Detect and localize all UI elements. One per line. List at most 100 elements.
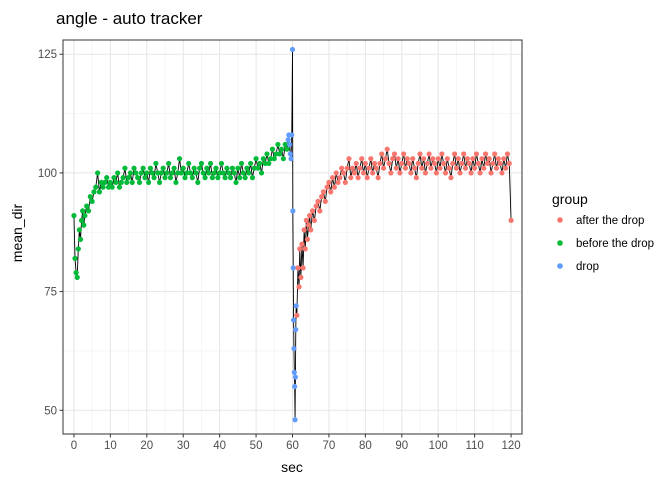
data-point — [295, 265, 301, 271]
legend-label: before the drop — [576, 238, 654, 250]
data-point — [397, 170, 403, 176]
data-point — [477, 170, 483, 176]
data-point — [95, 170, 101, 176]
data-point — [136, 179, 143, 186]
data-point — [411, 165, 418, 171]
data-point — [173, 179, 179, 186]
data-point — [81, 222, 87, 228]
data-point — [375, 175, 381, 181]
data-point — [280, 156, 286, 162]
data-point — [322, 198, 328, 204]
data-point — [296, 284, 302, 290]
data-point — [450, 160, 456, 167]
data-point — [307, 213, 313, 219]
data-point — [444, 156, 450, 162]
data-point — [166, 160, 172, 167]
data-point — [320, 189, 327, 195]
data-point — [226, 170, 232, 176]
data-point — [289, 132, 295, 138]
data-point — [453, 165, 460, 171]
data-point — [455, 156, 461, 162]
data-point — [189, 175, 195, 181]
data-point — [393, 165, 399, 171]
data-point — [176, 156, 183, 162]
data-point — [461, 151, 467, 157]
data-point — [147, 165, 154, 171]
data-point — [366, 165, 372, 171]
data-point — [351, 170, 358, 176]
data-point — [355, 175, 361, 181]
data-point — [282, 141, 288, 148]
data-point — [504, 151, 511, 157]
data-point — [160, 165, 166, 171]
data-point — [73, 270, 79, 276]
data-point — [269, 146, 276, 152]
data-point — [149, 170, 155, 176]
series-before-the-drop — [71, 141, 290, 280]
data-point — [217, 170, 223, 176]
data-point — [78, 217, 85, 223]
data-point — [470, 156, 476, 162]
data-point — [379, 151, 385, 157]
legend: group after the drop before the drop drop — [552, 191, 654, 273]
data-point — [242, 175, 248, 181]
data-point — [302, 246, 308, 252]
data-point — [89, 198, 95, 204]
y-tick-label: 75 — [44, 287, 57, 299]
data-point — [362, 160, 368, 167]
data-point — [215, 175, 221, 181]
data-point — [350, 165, 356, 171]
data-point — [84, 203, 90, 209]
data-point — [508, 217, 514, 223]
data-point — [329, 175, 336, 181]
data-point — [304, 236, 311, 242]
data-point — [475, 160, 481, 167]
data-point — [180, 165, 186, 171]
data-point — [333, 170, 339, 176]
data-point — [111, 175, 117, 181]
data-point — [244, 165, 250, 171]
chart-title: angle - auto tracker — [56, 9, 203, 28]
legend-key — [557, 217, 563, 223]
data-point — [353, 160, 359, 167]
data-point — [198, 160, 205, 167]
data-point — [278, 146, 285, 152]
data-point — [178, 170, 184, 176]
data-point — [80, 208, 86, 214]
data-point — [87, 194, 93, 200]
data-point — [224, 165, 230, 171]
data-point — [439, 151, 445, 157]
data-point — [294, 312, 300, 318]
data-point — [206, 170, 212, 176]
data-point — [473, 151, 480, 157]
data-point — [211, 170, 217, 176]
data-point — [76, 227, 82, 233]
data-point — [448, 175, 454, 181]
data-point — [238, 160, 245, 167]
data-point — [499, 170, 505, 176]
data-point — [430, 156, 436, 162]
data-point — [104, 175, 110, 181]
data-point — [288, 156, 294, 162]
data-point — [118, 179, 124, 186]
data-point — [287, 151, 293, 157]
data-point — [193, 170, 199, 176]
data-point — [197, 165, 203, 171]
data-point — [308, 227, 314, 233]
data-point — [452, 151, 458, 157]
x-tick-label: 80 — [359, 440, 372, 452]
data-point — [253, 156, 259, 162]
y-axis-title: mean_dir — [9, 203, 25, 262]
data-point — [435, 156, 441, 162]
data-point — [264, 151, 270, 157]
data-point — [490, 160, 496, 167]
data-point — [346, 156, 352, 162]
data-point — [102, 179, 108, 186]
x-tick-label: 20 — [140, 440, 153, 452]
data-point — [113, 179, 119, 186]
data-point — [277, 151, 283, 157]
data-point — [258, 170, 265, 176]
data-point — [171, 165, 177, 171]
data-point — [222, 175, 228, 181]
